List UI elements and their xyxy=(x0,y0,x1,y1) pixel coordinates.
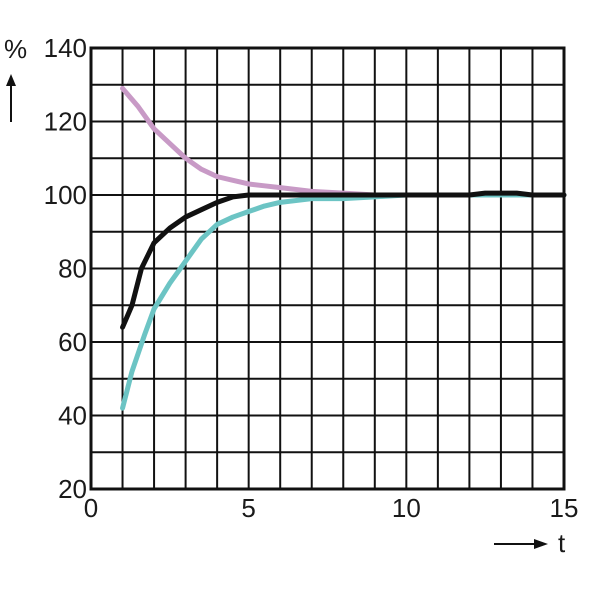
y-tick-label: 20 xyxy=(58,474,87,504)
y-tick-label: 60 xyxy=(58,327,87,357)
x-axis-unit-label: t xyxy=(558,528,566,558)
series-line-3 xyxy=(120,190,567,330)
y-tick-label: 80 xyxy=(58,254,87,284)
x-tick-label: 10 xyxy=(392,493,421,523)
y-tick-label: 120 xyxy=(44,107,87,137)
x-axis-arrow xyxy=(494,539,548,549)
x-tick-label: 15 xyxy=(550,493,579,523)
grid xyxy=(91,48,564,489)
y-tick-label: 40 xyxy=(58,401,87,431)
x-tick-label: 5 xyxy=(241,493,255,523)
series-group xyxy=(120,85,567,411)
tick-labels: 20 40 60 80 100 120 140 0 5 10 15 xyxy=(44,33,579,523)
y-tick-label: 140 xyxy=(44,33,87,63)
plot-frame xyxy=(89,46,566,491)
x-tick-label: 0 xyxy=(84,493,98,523)
y-tick-label: 100 xyxy=(44,180,87,210)
y-axis-arrow xyxy=(6,74,16,122)
y-axis-unit-label: % xyxy=(4,34,27,64)
